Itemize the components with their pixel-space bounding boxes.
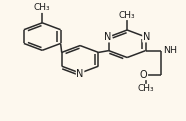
Text: N: N: [76, 69, 84, 79]
Text: N: N: [104, 32, 112, 42]
Text: N: N: [143, 32, 150, 42]
Text: CH₃: CH₃: [119, 11, 135, 20]
Text: NH: NH: [163, 45, 177, 55]
Text: O: O: [140, 70, 147, 79]
Text: CH₃: CH₃: [137, 84, 154, 93]
Text: CH₃: CH₃: [34, 3, 51, 12]
